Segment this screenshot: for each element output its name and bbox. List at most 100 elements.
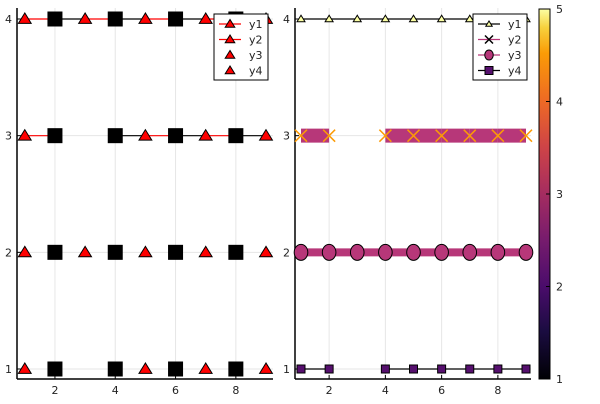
legend-label-y4: y4 [249, 65, 263, 78]
legend-marker-y2 [224, 34, 236, 44]
y-tick-label: 4 [5, 13, 12, 26]
point-y4 [380, 364, 390, 374]
point-y1 [436, 14, 447, 23]
legend-box [213, 13, 269, 81]
point-y4 [168, 361, 184, 377]
legend-label-y3: y3 [249, 49, 263, 62]
point-y1 [324, 14, 335, 23]
point-y3 [406, 243, 421, 261]
point-y3 [490, 243, 506, 261]
colorbar-tick-label: 5 [556, 3, 563, 16]
x-tick-label: 6 [172, 384, 179, 397]
point-y4 [437, 364, 447, 374]
y-tick-label: 3 [283, 130, 290, 143]
point-y4 [17, 362, 33, 374]
point-y2-stroke [322, 129, 336, 143]
point-y4 [493, 364, 503, 374]
y-tick-label: 2 [5, 246, 12, 259]
point-y4 [465, 364, 475, 374]
point-y1 [107, 11, 123, 27]
x-tick-label: 4 [112, 384, 119, 397]
y-tick-label: 1 [283, 363, 290, 376]
legend-label-y2: y2 [249, 34, 263, 47]
point-y2 [17, 128, 33, 141]
point-y1 [408, 14, 419, 23]
y-tick-label: 3 [5, 130, 12, 143]
point-y2-stroke [519, 129, 533, 143]
legend-marker-y1 [484, 20, 494, 27]
x-tick-label: 2 [51, 384, 58, 397]
point-y4 [47, 361, 63, 377]
point-y3 [47, 244, 63, 260]
legend-marker-y2-stroke [484, 34, 494, 45]
point-y4 [409, 364, 418, 374]
point-y3 [258, 245, 274, 258]
point-y2 [519, 129, 533, 143]
point-y3 [321, 243, 337, 261]
point-y3 [138, 245, 153, 258]
legend-label-y1: y1 [508, 18, 522, 31]
point-y2 [228, 128, 244, 144]
point-y1 [77, 12, 93, 24]
colorbar-tick-label: 4 [556, 96, 563, 109]
point-y2 [47, 128, 63, 144]
x-tick-label: 4 [382, 384, 389, 397]
point-y2 [463, 129, 477, 143]
point-y1 [198, 12, 213, 24]
point-y4 [258, 362, 274, 374]
x-tick-label: 6 [438, 384, 445, 397]
point-y2-stroke [435, 129, 449, 143]
point-y1 [296, 14, 306, 23]
point-y3 [462, 243, 478, 261]
legend-label-y2: y2 [508, 34, 522, 47]
point-y1 [138, 12, 153, 24]
point-y4 [296, 364, 306, 374]
point-y3 [17, 245, 33, 258]
point-y3 [77, 245, 93, 258]
colorbar-tick-label: 3 [556, 188, 563, 201]
point-y2 [258, 128, 274, 141]
point-y2 [491, 129, 505, 143]
y-tick-label: 1 [5, 363, 12, 376]
legend-label-y1: y1 [249, 18, 263, 31]
colorbar-tick-label: 1 [556, 373, 563, 386]
point-y1 [17, 12, 33, 24]
point-y3 [198, 245, 213, 258]
x-tick-label: 8 [494, 384, 501, 397]
point-y2 [322, 129, 336, 143]
y-tick-label: 2 [283, 246, 290, 259]
point-y3 [107, 244, 123, 260]
legend-marker-y3 [484, 49, 494, 61]
point-y2-stroke [463, 129, 477, 143]
point-y2 [168, 128, 184, 144]
point-y2 [107, 128, 123, 144]
point-y1 [464, 14, 475, 23]
point-y4 [521, 364, 531, 374]
legend-label-y4: y4 [508, 65, 522, 78]
point-y2 [198, 128, 213, 141]
legend-marker-y4 [224, 65, 236, 75]
legend-marker-y1 [224, 18, 236, 28]
point-y2 [294, 129, 308, 143]
point-y2-stroke [294, 129, 308, 143]
x-tick-label: 8 [232, 384, 239, 397]
point-y4 [228, 361, 244, 377]
point-y3 [349, 243, 365, 261]
x-tick-label: 2 [326, 384, 333, 397]
point-y1 [47, 11, 63, 27]
point-y4 [324, 364, 334, 374]
point-y3 [168, 244, 184, 260]
point-y3 [434, 243, 449, 261]
point-y3 [293, 243, 309, 261]
point-y4 [107, 361, 123, 377]
legend-marker-y3 [224, 49, 236, 59]
point-y3 [518, 243, 534, 261]
colorbar-tick-label: 2 [556, 281, 563, 294]
legend-marker-y2 [484, 34, 494, 45]
point-y2-stroke [378, 129, 392, 143]
point-y2 [435, 129, 449, 143]
point-y2 [378, 129, 392, 143]
legend-box [472, 13, 528, 81]
